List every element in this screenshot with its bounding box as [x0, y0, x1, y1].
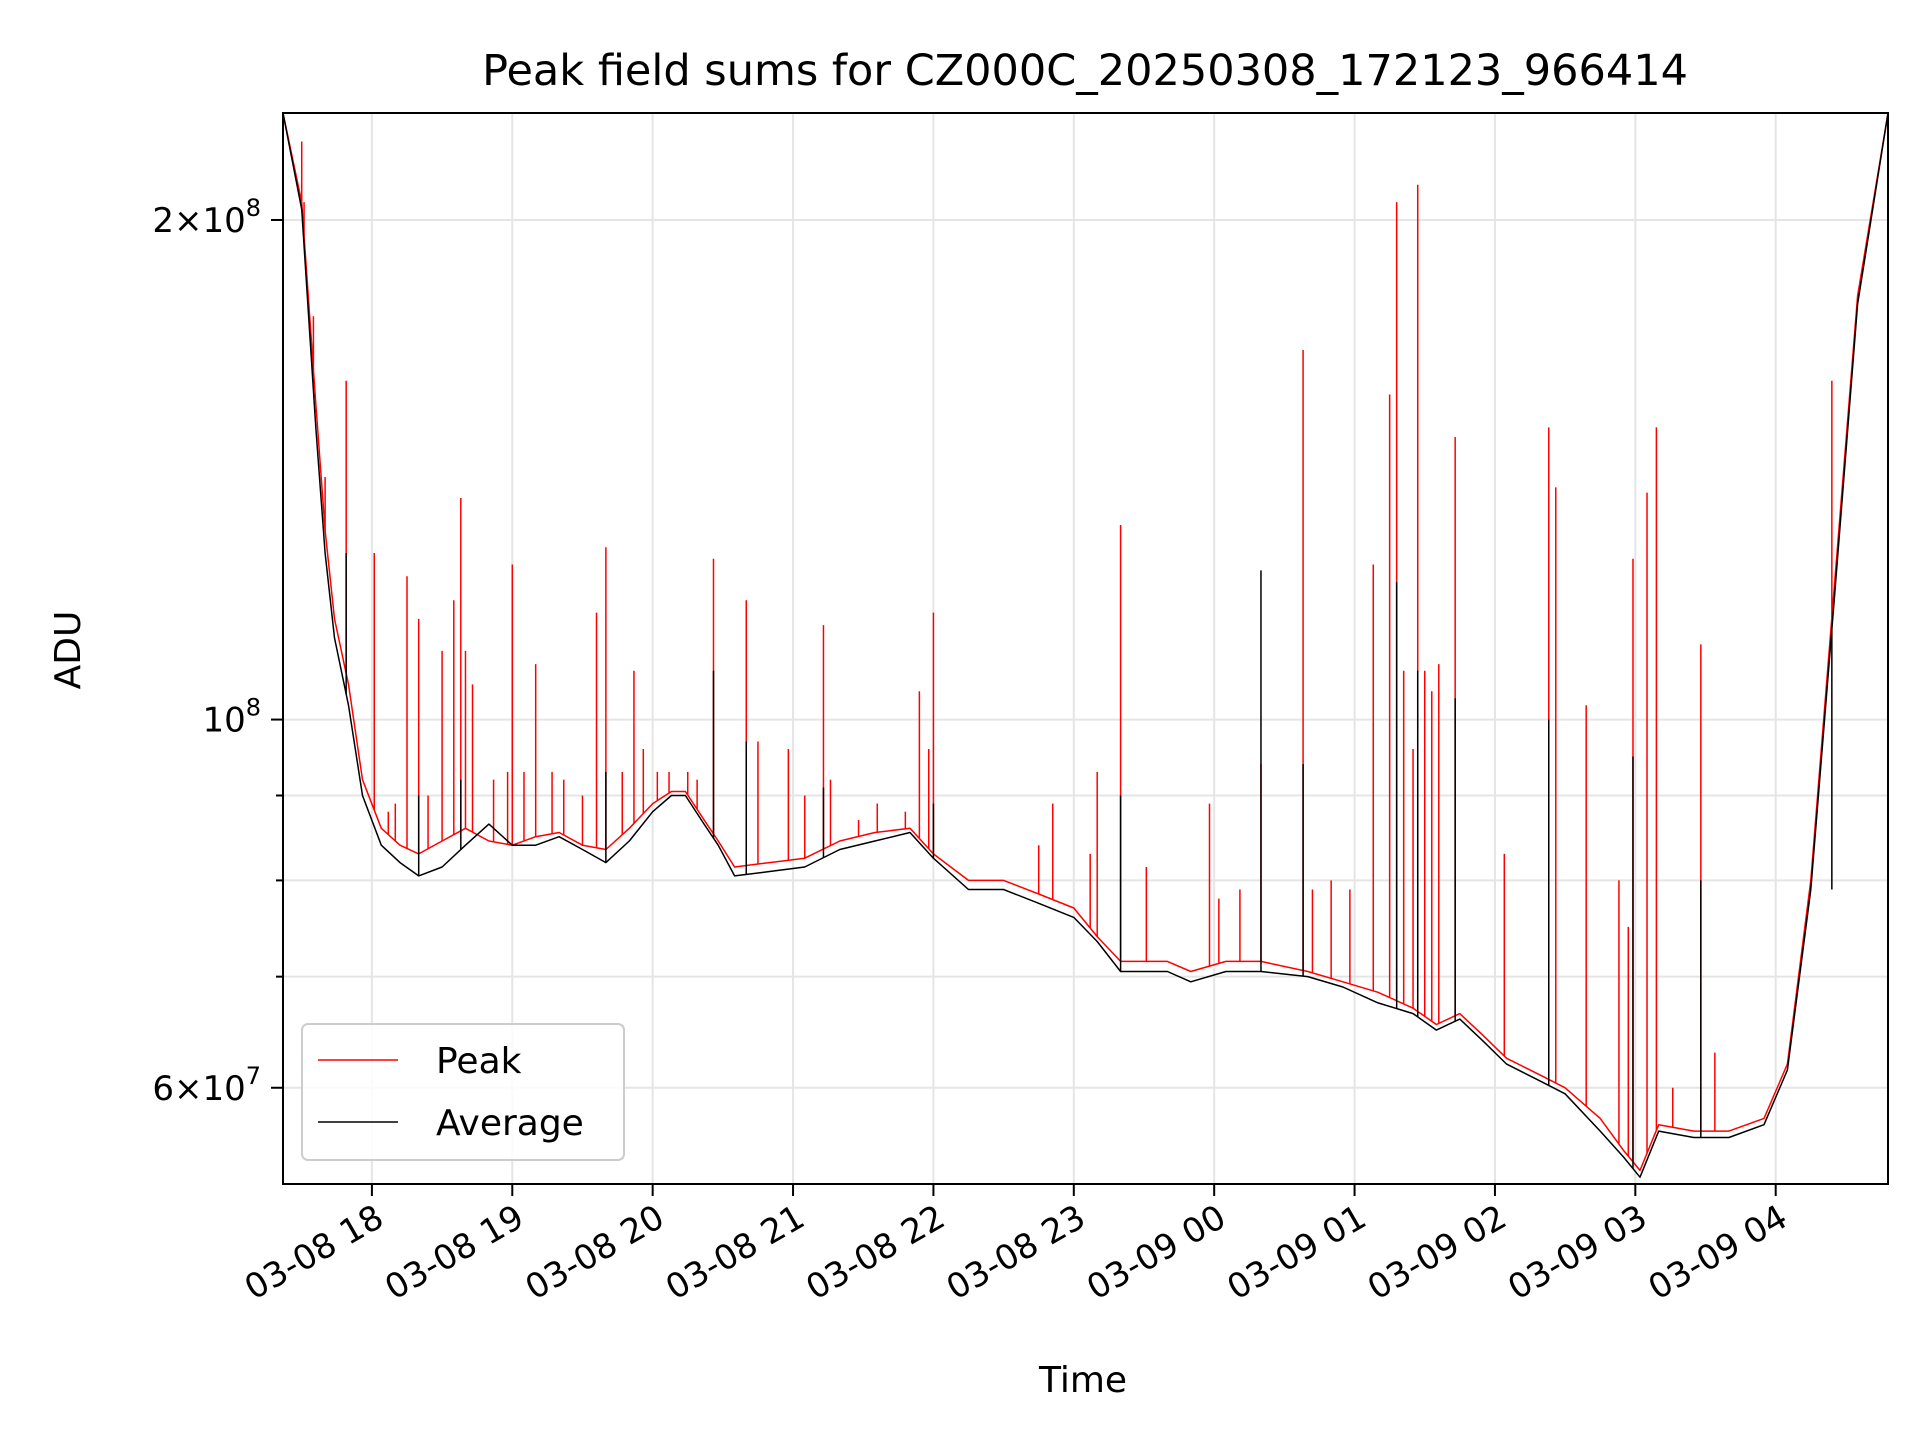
y-tick-label: 6×107: [152, 1062, 261, 1109]
chart-title: Peak field sums for CZ000C_20250308_1721…: [482, 46, 1688, 96]
y-tick-times: ×10: [174, 1069, 246, 1109]
series-layer: [283, 113, 1888, 1178]
y-tick-mantissa: 2: [152, 201, 174, 241]
y-tick-mantissa: 6: [152, 1069, 174, 1109]
legend-box: [301, 1023, 625, 1161]
plot-frame: [282, 112, 1889, 1185]
series-line-peak: [283, 113, 1888, 1172]
series-line-average: [283, 113, 1888, 1178]
y-tick-label: 108: [202, 694, 261, 741]
plot-area: [283, 113, 1888, 1178]
y-axis-label: ADU: [48, 611, 89, 690]
series-average: [283, 113, 1888, 1178]
x-axis-label: Time: [1038, 1360, 1127, 1401]
y-tick-exponent: 8: [246, 194, 261, 222]
y-tick-exponent: 8: [246, 694, 261, 722]
grid: [283, 113, 1888, 1184]
y-tick-times: ×10: [174, 201, 246, 241]
y-tick-label: 2×108: [152, 194, 261, 241]
y-tick-base: 10: [202, 701, 245, 741]
legend: Peak Average: [301, 1023, 625, 1161]
legend-peak-label: Peak: [436, 1041, 522, 1082]
legend-average-label: Average: [436, 1103, 584, 1144]
y-tick-exponent: 7: [246, 1062, 261, 1090]
